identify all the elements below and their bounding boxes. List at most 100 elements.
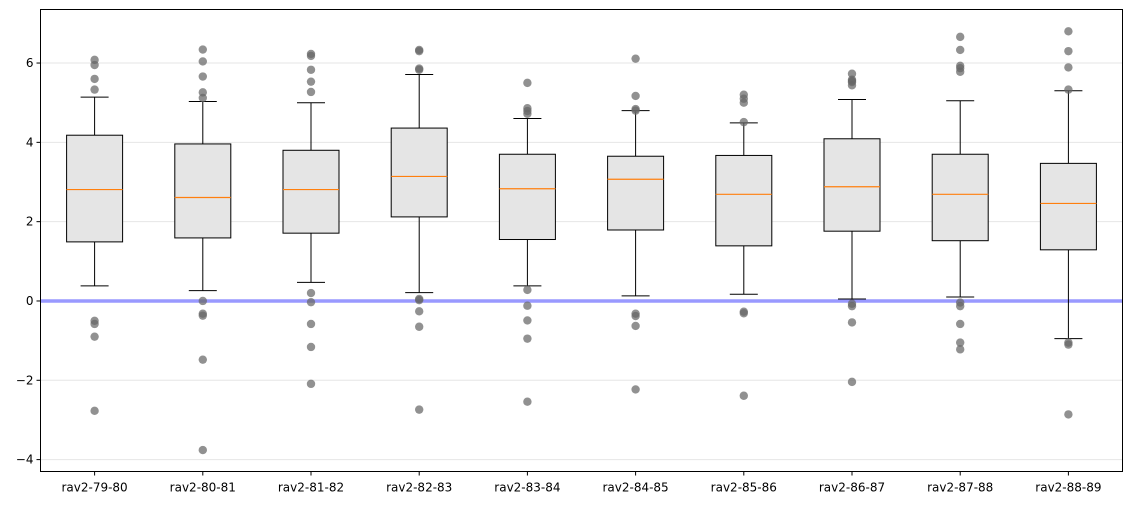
outlier-point bbox=[90, 406, 99, 416]
box-body bbox=[715, 154, 773, 247]
outlier-point bbox=[956, 338, 965, 347]
y-tick-label: 0 bbox=[26, 294, 34, 308]
box-rav2-80-81 bbox=[174, 101, 232, 292]
y-tick-label: 2 bbox=[26, 215, 34, 229]
x-tick-label: rav2-85-86 bbox=[711, 481, 777, 495]
outlier-point bbox=[90, 85, 99, 94]
outlier-point bbox=[198, 57, 207, 66]
outlier-point bbox=[631, 321, 640, 331]
box-rav2-79-80 bbox=[66, 96, 124, 287]
boxes-layer bbox=[66, 74, 1097, 340]
outlier-point bbox=[631, 54, 640, 63]
outlier-point bbox=[415, 322, 424, 331]
outlier-point bbox=[739, 391, 748, 400]
outlier-point bbox=[415, 65, 424, 74]
outlier-point bbox=[306, 297, 316, 307]
box-rav2-87-88 bbox=[931, 100, 989, 298]
box-rav2-85-86 bbox=[715, 122, 773, 295]
outlier-point bbox=[956, 45, 965, 55]
box-body bbox=[498, 153, 556, 241]
box-rav2-81-82 bbox=[282, 102, 340, 283]
outlier-point bbox=[847, 318, 857, 327]
outlier-point bbox=[523, 78, 532, 88]
outlier-point bbox=[956, 301, 965, 311]
outlier-point bbox=[956, 319, 965, 329]
outlier-point bbox=[306, 51, 316, 61]
outlier-point bbox=[415, 46, 424, 56]
outlier-point bbox=[631, 91, 640, 101]
outlier-point bbox=[198, 93, 207, 103]
outlier-point bbox=[739, 117, 748, 127]
box-rav2-82-83 bbox=[390, 74, 448, 294]
outlier-point bbox=[198, 296, 207, 306]
box-body bbox=[282, 149, 340, 234]
x-tick-label: rav2-86-87 bbox=[819, 481, 885, 495]
outlier-point bbox=[956, 67, 965, 76]
outlier-point bbox=[198, 445, 207, 455]
outliers-layer bbox=[90, 27, 1073, 455]
outlier-point bbox=[306, 65, 316, 74]
outlier-point bbox=[306, 379, 316, 389]
outlier-point bbox=[198, 45, 207, 54]
outlier-point bbox=[90, 60, 99, 70]
box-rav2-84-85 bbox=[607, 110, 665, 297]
outlier-point bbox=[306, 288, 316, 298]
y-tick-label: 6 bbox=[26, 56, 34, 70]
box-rav2-83-84 bbox=[498, 118, 556, 287]
box-body bbox=[390, 127, 448, 218]
outlier-point bbox=[523, 109, 532, 118]
outlier-point bbox=[1064, 27, 1073, 36]
outlier-point bbox=[847, 69, 857, 78]
outlier-point bbox=[523, 301, 532, 310]
outlier-point bbox=[956, 32, 965, 42]
outlier-point bbox=[306, 87, 316, 97]
outlier-point bbox=[306, 319, 316, 329]
x-tick-label: rav2-81-82 bbox=[278, 481, 344, 495]
box-rav2-88-89 bbox=[1039, 90, 1097, 340]
outlier-point bbox=[1064, 85, 1073, 94]
box-body bbox=[823, 138, 881, 232]
y-tick-label: 4 bbox=[26, 135, 34, 149]
x-tick-label: rav2-88-89 bbox=[1035, 481, 1101, 495]
outlier-point bbox=[415, 307, 424, 316]
outlier-point bbox=[198, 355, 207, 364]
x-tick-label: rav2-87-88 bbox=[927, 481, 993, 495]
outlier-point bbox=[847, 301, 857, 311]
x-tick-label: rav2-83-84 bbox=[494, 481, 560, 495]
outlier-point bbox=[631, 311, 640, 321]
axes-layer: −4 −2 0 2 4 6 rav2-79-80 rav2-80-81 rav2-81-82 ra… bbox=[16, 56, 1102, 494]
x-tick-label: rav2-80-81 bbox=[170, 481, 236, 495]
box-body bbox=[66, 134, 124, 243]
x-tick-label: rav2-84-85 bbox=[602, 481, 668, 495]
box-body bbox=[931, 153, 989, 242]
plot-frame bbox=[40, 9, 1123, 472]
box-body bbox=[174, 143, 232, 239]
outlier-point bbox=[198, 72, 207, 81]
outlier-point bbox=[1064, 63, 1073, 72]
box-body bbox=[607, 155, 665, 231]
outlier-point bbox=[90, 74, 99, 84]
outlier-point bbox=[523, 316, 532, 325]
outlier-point bbox=[631, 385, 640, 394]
outlier-point bbox=[306, 342, 316, 352]
outlier-point bbox=[847, 81, 857, 90]
outlier-point bbox=[523, 334, 532, 343]
outlier-point bbox=[90, 319, 99, 329]
outlier-point bbox=[631, 106, 640, 115]
outlier-point bbox=[198, 311, 207, 320]
outlier-point bbox=[1064, 410, 1073, 419]
x-tick-label: rav2-79-80 bbox=[61, 481, 127, 495]
outlier-point bbox=[523, 397, 532, 406]
outlier-point bbox=[306, 77, 316, 86]
box-rav2-86-87 bbox=[823, 99, 881, 300]
outlier-point bbox=[523, 285, 532, 295]
outlier-point bbox=[1064, 46, 1073, 56]
outlier-point bbox=[739, 309, 748, 318]
box-body bbox=[1039, 162, 1097, 251]
outlier-point bbox=[415, 295, 424, 305]
outlier-point bbox=[847, 377, 857, 387]
outlier-point bbox=[739, 98, 748, 107]
y-tick-label: −2 bbox=[16, 373, 34, 387]
x-tick-label: rav2-82-83 bbox=[386, 481, 452, 495]
outlier-point bbox=[1064, 340, 1073, 349]
